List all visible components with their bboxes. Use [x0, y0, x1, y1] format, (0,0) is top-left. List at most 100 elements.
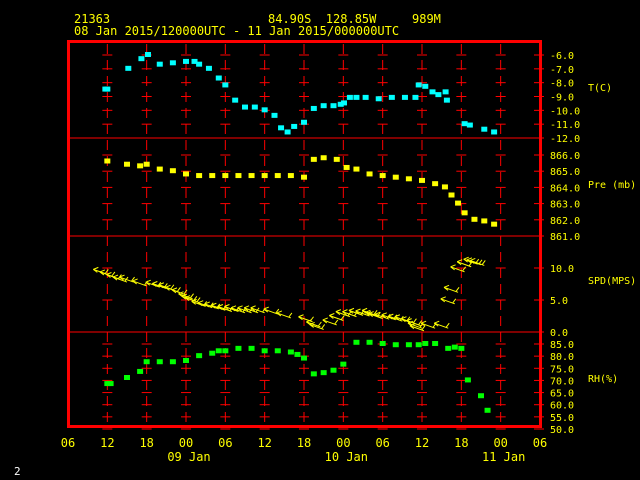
wind-arrow [335, 309, 352, 318]
temperature-point [340, 100, 347, 106]
x-tick-label: 00 [336, 436, 350, 450]
y-tick-label: 864.0 [550, 183, 580, 194]
temperature-point [301, 119, 307, 125]
wind-arrow [406, 318, 423, 327]
pressure-point [124, 161, 130, 167]
pressure-point [481, 218, 488, 224]
pressure-point [310, 156, 317, 162]
humidity-point [405, 342, 412, 348]
temperature-point [183, 58, 189, 64]
temperature-point [401, 94, 408, 100]
temperature-point [104, 86, 111, 92]
humidity-point [248, 345, 255, 351]
x-tick-label: 06 [218, 436, 232, 450]
temperature-point [461, 121, 468, 127]
pressure-point [471, 216, 478, 222]
temperature-point [125, 65, 132, 71]
grid-layer [68, 44, 544, 430]
temperature-point [388, 94, 395, 100]
temperature-point [196, 61, 203, 67]
wind-arrow [171, 287, 188, 296]
humidity-point [274, 348, 281, 354]
pressure-point [366, 171, 373, 177]
temperature-point [222, 82, 229, 88]
wind-arrow [469, 257, 486, 266]
wind-arrow [309, 321, 326, 330]
temperature-point [261, 107, 268, 113]
y-tick-label: -10.0 [550, 106, 580, 117]
wind-arrow [132, 278, 149, 287]
temperature-point [215, 75, 222, 81]
temperature-point [278, 125, 285, 131]
y-tick-label: 863.0 [550, 200, 580, 211]
temperature-point [330, 103, 337, 109]
temperature-point [271, 112, 278, 118]
temperature-point [346, 94, 353, 100]
pressure-point [448, 192, 455, 198]
temperature-point [242, 104, 248, 110]
pressure-point [353, 166, 360, 172]
wind-arrow [263, 306, 280, 315]
temperature-point [435, 92, 442, 98]
temperature-point [466, 122, 473, 128]
pressure-point [156, 166, 163, 172]
pressure-point [343, 164, 350, 170]
day-label: 09 Jan [167, 450, 210, 464]
humidity-point [458, 345, 465, 351]
wind-arrow [197, 300, 214, 309]
humidity-point [310, 371, 317, 377]
wind-arrow [456, 259, 473, 268]
temperature-point [337, 101, 344, 107]
y-tick-label: -6.0 [550, 51, 574, 62]
pressure-point [441, 184, 448, 190]
pressure-point [222, 173, 229, 179]
wind-arrow [276, 310, 293, 319]
wind-arrow [158, 282, 175, 291]
y-tick-label: 50.0 [550, 425, 574, 436]
x-tick-label: 06 [533, 436, 547, 450]
humidity-point [432, 341, 439, 346]
station-elevation: 989M [412, 12, 441, 26]
pressure-point [261, 173, 268, 179]
panel-label: RH(%) [588, 374, 618, 385]
humidity-point [209, 350, 216, 356]
humidity-point [392, 342, 399, 348]
humidity-point [261, 348, 268, 354]
temperature-point [251, 104, 258, 110]
wind-arrow [230, 305, 247, 314]
humidity-point [340, 361, 347, 367]
day-label: 11 Jan [482, 450, 525, 464]
humidity-point [301, 355, 307, 361]
temperature-point [284, 129, 291, 135]
wind-arrow [322, 317, 339, 326]
pressure-point [137, 163, 144, 169]
wind-arrow [388, 313, 404, 322]
day-label: 10 Jan [325, 450, 368, 464]
humidity-point [366, 339, 373, 345]
temperature-point [375, 96, 382, 102]
x-tick-label: 12 [100, 436, 114, 450]
humidity-point [294, 351, 301, 357]
pressure-point [405, 176, 412, 182]
pressure-point [419, 177, 425, 183]
wind-arrow [184, 295, 201, 304]
station-id: 21363 [74, 12, 111, 26]
y-tick-label: 861.0 [550, 232, 580, 243]
pressure-point [333, 156, 340, 162]
x-tick-label: 00 [179, 436, 193, 450]
humidity-point [478, 393, 484, 399]
station-location: 84.90S 128.85W [268, 12, 377, 26]
y-tick-label: 866.0 [550, 151, 580, 162]
temperature-point [310, 105, 317, 111]
x-tick-label: 06 [375, 436, 389, 450]
panel-label: Pre (mb) [588, 180, 636, 191]
pressure-point [235, 173, 242, 179]
temperature-point [412, 94, 419, 100]
pressure-point [143, 161, 150, 167]
y-tick-label: 0.0 [550, 328, 568, 339]
temperature-point [422, 83, 429, 89]
pressure-point [169, 168, 176, 174]
panel-label: T(C) [588, 83, 612, 94]
wind-arrow [329, 313, 345, 321]
